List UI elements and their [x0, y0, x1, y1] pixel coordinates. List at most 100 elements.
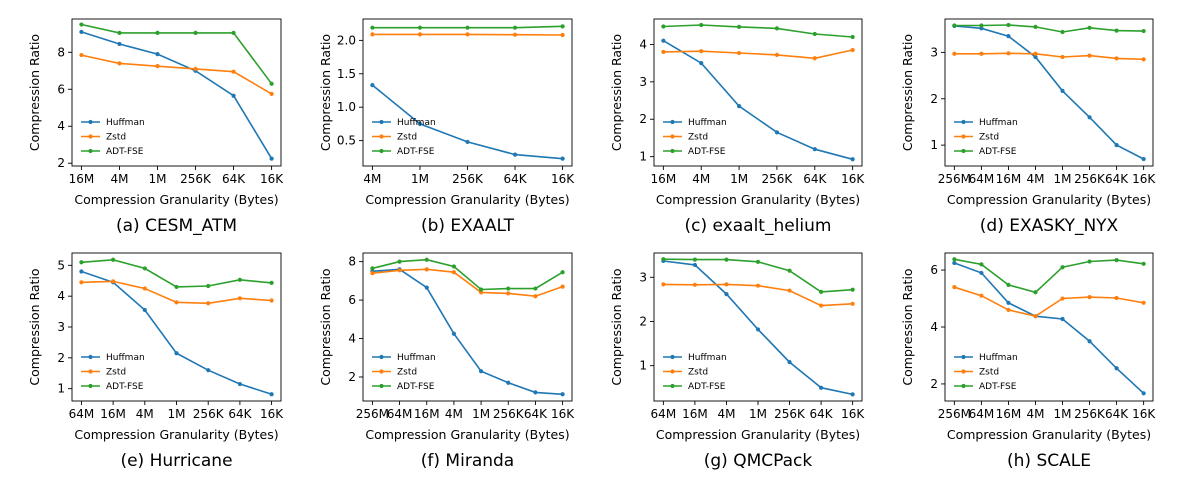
data-point	[850, 34, 855, 40]
y-tick-label: 4	[930, 320, 938, 334]
legend-marker	[379, 134, 384, 139]
legend-label: ADT-FSE	[397, 382, 435, 392]
data-point	[397, 268, 402, 273]
data-point	[812, 31, 817, 37]
x-tick-label: 16M	[682, 407, 708, 421]
data-point	[424, 257, 429, 262]
legend-label: Zstd	[397, 368, 417, 378]
data-point	[818, 289, 824, 294]
legend-label: Zstd	[106, 133, 126, 143]
data-point	[979, 293, 984, 298]
data-point	[1141, 391, 1146, 396]
data-point	[1006, 51, 1011, 56]
legend-label: Zstd	[979, 368, 999, 378]
legend-marker	[961, 354, 966, 360]
legend: Huffman Zstd ADT-FSE	[372, 353, 436, 392]
legend-marker	[670, 383, 675, 389]
data-point	[1006, 300, 1011, 305]
data-point	[661, 49, 666, 55]
data-point	[478, 369, 484, 374]
data-point	[174, 284, 179, 290]
chart-panel-6: 64M 16M 4M 1M 256K 64K 16K 1 2 3 Compression Granu…	[609, 252, 865, 471]
data-point	[1087, 339, 1092, 344]
x-tick-label: 4M	[363, 172, 381, 186]
x-tick-label: 64M	[969, 407, 995, 421]
x-tick-label: 4M	[1026, 407, 1044, 421]
y-tick-label: 1	[639, 150, 647, 164]
data-point	[269, 280, 274, 286]
data-point	[1033, 290, 1038, 295]
data-point	[850, 157, 855, 162]
data-point	[370, 83, 375, 88]
series-line-huffman	[954, 262, 1145, 394]
data-point	[117, 30, 122, 35]
x-axis-label: Compression Granularity (Bytes)	[74, 192, 278, 207]
y-tick-label: 1.0	[337, 100, 356, 114]
data-point	[155, 30, 160, 35]
x-tick-label: 1M	[1054, 407, 1072, 421]
x-tick-label: 16K	[1132, 407, 1156, 421]
y-axis-label: Compression Ratio	[318, 268, 333, 385]
x-tick-label: 1M	[749, 407, 767, 421]
legend-label: Huffman	[397, 353, 436, 363]
series-line-adt-fse	[81, 258, 272, 288]
y-tick-label: 0.5	[337, 134, 356, 148]
y-tick-label: 1	[639, 359, 647, 373]
data-point	[560, 392, 565, 397]
data-point	[1141, 300, 1146, 305]
data-point	[533, 390, 538, 395]
data-point	[699, 61, 704, 66]
x-tick-label: 256K	[774, 407, 806, 421]
data-point	[269, 91, 274, 96]
data-point	[560, 156, 565, 161]
legend-label: Huffman	[106, 353, 145, 363]
data-point	[79, 260, 84, 265]
y-tick-label: 3	[639, 270, 647, 284]
data-point	[1033, 314, 1038, 319]
x-tick-label: 256K	[180, 172, 212, 186]
data-point	[952, 260, 957, 266]
x-tick-label: 1M	[1054, 172, 1072, 186]
plot-frame	[653, 18, 863, 167]
legend-marker	[88, 354, 93, 360]
data-point	[269, 392, 274, 397]
data-point	[952, 257, 957, 262]
data-point	[1114, 366, 1119, 371]
legend-label: ADT-FSE	[106, 147, 144, 157]
data-point	[560, 270, 565, 275]
legend-marker	[670, 354, 675, 360]
data-point	[424, 285, 429, 290]
data-point	[451, 331, 457, 336]
y-tick-label: 3	[930, 45, 938, 59]
data-point	[1033, 51, 1038, 56]
data-point	[1033, 24, 1038, 29]
y-axis-label: Compression Ratio	[609, 34, 624, 151]
data-point	[506, 380, 511, 385]
data-point	[1006, 307, 1011, 313]
data-point	[661, 38, 666, 43]
x-tick-label: 16K	[1132, 172, 1156, 186]
data-point	[512, 32, 518, 37]
x-tick-label: 1M	[148, 172, 166, 186]
data-point	[237, 381, 242, 387]
data-point	[506, 291, 511, 296]
legend-label: Zstd	[688, 133, 708, 143]
data-point	[692, 282, 698, 287]
series-line-huffman	[81, 31, 273, 160]
x-axis-label: Compression Granularity (Bytes)	[656, 192, 860, 207]
x-axis-label: Compression Granularity (Bytes)	[947, 427, 1151, 442]
y-tick-label: 6	[57, 82, 65, 96]
data-point	[1060, 88, 1065, 93]
y-tick-label: 2.0	[337, 33, 356, 47]
data-point	[661, 24, 666, 29]
x-tick-label: 16M	[996, 172, 1022, 186]
data-point	[79, 269, 84, 274]
data-point	[206, 368, 211, 373]
data-point	[1141, 261, 1146, 266]
chart-panel-0: 16M 4M 1M 256K 64K 16K 2 4 6 8 Compression Granula…	[27, 18, 284, 236]
data-point	[774, 26, 780, 31]
y-axis-label: Compression Ratio	[900, 268, 915, 385]
series-line-huffman	[954, 25, 1144, 160]
